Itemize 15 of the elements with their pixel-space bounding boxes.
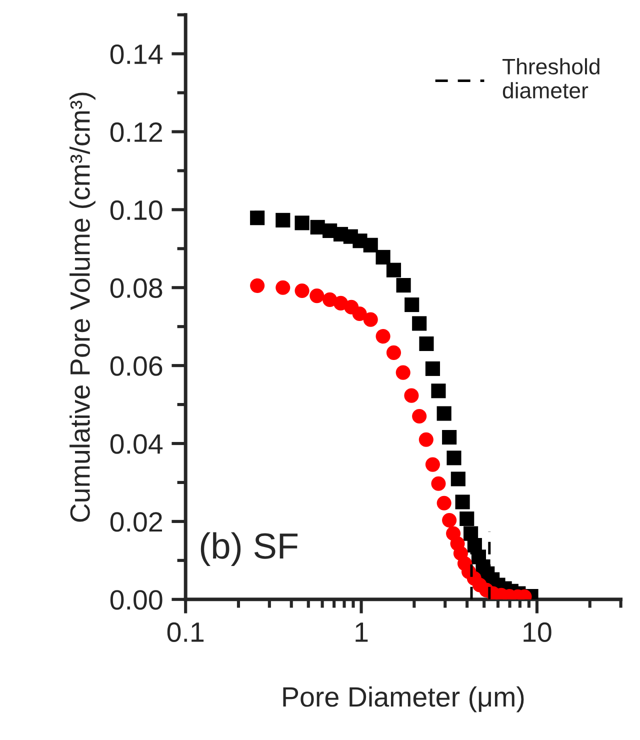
y-tick-label: 0.12: [110, 122, 162, 142]
x-tick-label: 0.1: [167, 622, 204, 642]
legend-label: Threshold diameter: [502, 58, 600, 98]
y-axis-title: Cumulative Pore Volume (cm³/cm³): [70, 92, 96, 522]
y-tick-label: 0.00: [110, 590, 162, 610]
annotation: (b) SF: [200, 532, 298, 566]
y-tick-label: 0.08: [110, 278, 162, 298]
x-axis-title: Pore Diameter (μm): [283, 686, 524, 712]
x-tick-label: 10: [524, 622, 552, 642]
y-tick-label: 0.04: [110, 434, 163, 454]
y-tick-label: 0.10: [110, 200, 162, 220]
y-tick-label: 0.02: [110, 512, 162, 532]
x-tick-label: 1: [356, 622, 368, 642]
y-tick-label: 0.14: [110, 44, 163, 64]
y-tick-label: 0.06: [110, 356, 162, 376]
